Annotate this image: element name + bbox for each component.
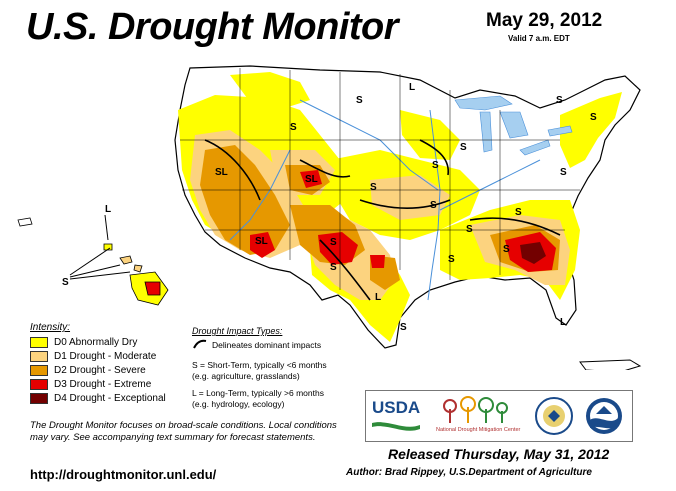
long-term-example: (e.g. hydrology, ecology) xyxy=(192,399,285,409)
impact-label: SL xyxy=(255,236,268,247)
legend-swatch xyxy=(30,379,48,390)
impact-label: S xyxy=(432,160,439,171)
commerce-seal-icon xyxy=(535,397,573,435)
legend-item-d2: D2 Drought - Severe xyxy=(30,364,146,377)
legend-item-d0: D0 Abnormally Dry xyxy=(30,336,137,349)
impact-label: SL xyxy=(305,174,318,185)
d3-tx-east xyxy=(370,255,385,268)
d1-kansas xyxy=(370,175,450,220)
impact-label: L xyxy=(105,204,111,215)
impact-label: S xyxy=(515,207,522,218)
impact-line-icon xyxy=(193,339,207,349)
partner-logos: USDA National Drought Mitigation Center xyxy=(365,390,633,442)
d3-newmexico xyxy=(318,232,358,265)
d4-georgia xyxy=(520,242,546,264)
usda-logo: USDA xyxy=(372,397,421,419)
lake-erie xyxy=(519,139,551,156)
impact-label: SL xyxy=(215,167,228,178)
d0-midwest xyxy=(400,110,460,160)
lake-huron xyxy=(499,111,529,139)
author: Author: Brad Rippey, U.S.Department of A… xyxy=(346,467,592,478)
impact-types-title: Drought Impact Types: xyxy=(192,326,283,336)
d0-northeast xyxy=(560,92,622,168)
legend-title: Intensity: xyxy=(30,322,71,333)
impact-label: S xyxy=(370,182,377,193)
legend-item-d4: D4 Drought - Exceptional xyxy=(30,392,166,405)
lake-ontario xyxy=(547,125,573,137)
impact-label: S xyxy=(330,237,337,248)
impact-label: S xyxy=(466,224,473,235)
lake-michigan xyxy=(479,111,493,153)
impact-label: S xyxy=(400,322,407,333)
impact-label: L xyxy=(560,317,566,328)
legend-swatch xyxy=(30,365,48,376)
impact-line-label: Delineates dominant impacts xyxy=(212,340,322,350)
long-term-label: L = Long-Term, typically >6 months xyxy=(192,388,324,398)
legend-item-d3: D3 Drought - Extreme xyxy=(30,378,151,391)
legend-swatch xyxy=(30,393,48,404)
ndmc-label: National Drought Mitigation Center xyxy=(436,427,521,433)
impact-label: S xyxy=(560,167,567,178)
impact-label: S xyxy=(430,200,437,211)
map-date: May 29, 2012 xyxy=(486,10,603,31)
valid-time: Valid 7 a.m. EDT xyxy=(508,34,570,43)
legend-item-d1: D1 Drought - Moderate xyxy=(30,350,156,363)
impact-label: S xyxy=(556,95,563,106)
release-date: Released Thursday, May 31, 2012 xyxy=(388,446,610,462)
impact-label: S xyxy=(590,112,597,123)
impact-label: L xyxy=(375,292,381,303)
impact-label: S xyxy=(290,122,297,133)
impact-label: S xyxy=(356,95,363,106)
impact-label: S xyxy=(448,254,455,265)
impact-label: L xyxy=(409,82,415,93)
d3-colorado xyxy=(300,170,322,188)
hawaii xyxy=(17,217,169,306)
footnote: The Drought Monitor focuses on broad-sca… xyxy=(30,420,337,443)
legend-swatch xyxy=(30,351,48,362)
short-term-example: (e.g. agriculture, grasslands) xyxy=(192,371,300,381)
short-term-label: S = Short-Term, typically <6 months xyxy=(192,360,327,370)
impact-label: S xyxy=(460,142,467,153)
impact-label: S xyxy=(503,244,510,255)
website-link[interactable]: http://droughtmonitor.unl.edu/ xyxy=(30,467,217,482)
lake-superior xyxy=(454,95,513,111)
legend-swatch xyxy=(30,337,48,348)
d2-southwest xyxy=(200,145,290,255)
page-title: U.S. Drought Monitor xyxy=(26,6,399,48)
impact-label: S xyxy=(330,262,337,273)
mississippi-river xyxy=(427,109,441,301)
noaa-logo-icon xyxy=(586,398,622,434)
impact-label: S xyxy=(62,277,69,288)
ohio-river xyxy=(439,159,541,211)
ndmc-trees-icon xyxy=(443,396,508,423)
puerto-rico xyxy=(579,359,642,370)
d3-arizona xyxy=(250,232,275,258)
usda-swoosh-icon xyxy=(372,422,420,431)
